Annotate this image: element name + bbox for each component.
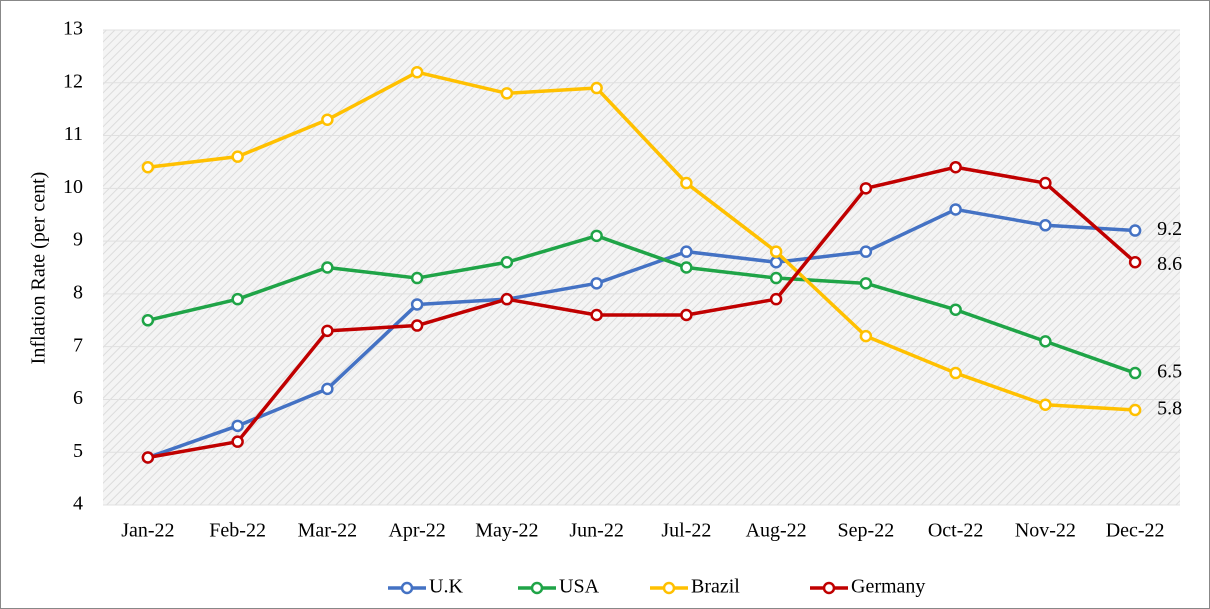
data-label: 8.6 <box>1157 253 1182 275</box>
data-point <box>949 203 962 216</box>
x-tick-label: Apr-22 <box>388 520 445 542</box>
legend-label: Germany <box>851 576 925 598</box>
x-tick-label: Jun-22 <box>569 520 623 542</box>
x-tick-label: Aug-22 <box>746 520 807 542</box>
data-point <box>1039 176 1052 190</box>
data-point <box>410 319 424 332</box>
data-point <box>949 303 962 316</box>
data-point <box>500 292 514 306</box>
series-line <box>147 70 1136 412</box>
series-line <box>147 165 1137 460</box>
data-point <box>769 255 783 269</box>
data-point <box>141 314 155 327</box>
data-point <box>680 261 693 274</box>
legend-marker <box>822 581 836 595</box>
data-point <box>590 308 603 322</box>
data-point <box>321 261 334 274</box>
legend-marker <box>662 581 676 595</box>
data-point <box>769 245 783 258</box>
data-point <box>321 113 334 126</box>
data-label: 9.2 <box>1157 218 1182 240</box>
x-tick-label: Jan-22 <box>121 520 174 542</box>
y-tick-label: 11 <box>64 123 83 145</box>
data-point <box>859 329 873 343</box>
data-point <box>231 292 244 306</box>
data-point <box>141 451 155 464</box>
data-point <box>1128 224 1142 237</box>
data-point <box>590 277 603 290</box>
legend-marker <box>400 581 414 595</box>
legend-label: USA <box>559 576 600 598</box>
data-point <box>590 229 603 243</box>
y-tick-label: 8 <box>73 281 83 303</box>
x-tick-label: Sep-22 <box>838 520 895 542</box>
data-point <box>410 271 424 285</box>
data-point <box>500 255 514 269</box>
y-tick-label: 4 <box>73 493 83 515</box>
y-tick-label: 5 <box>73 440 83 462</box>
data-point <box>410 298 424 311</box>
x-tick-label: Jul-22 <box>661 520 711 542</box>
y-tick-label: 9 <box>73 229 83 251</box>
x-tick-label: Nov-22 <box>1015 520 1076 542</box>
y-tick-label: 6 <box>73 387 83 409</box>
data-point <box>949 366 962 380</box>
data-point <box>231 435 244 448</box>
series-line <box>147 207 1136 460</box>
x-tick-label: May-22 <box>475 520 538 542</box>
legend-label: U.K <box>429 576 463 598</box>
data-point <box>680 245 693 258</box>
data-label: 5.8 <box>1157 398 1182 420</box>
data-label: 6.5 <box>1157 361 1182 383</box>
x-tick-label: Feb-22 <box>209 520 266 542</box>
data-point <box>1039 219 1052 232</box>
data-point <box>231 419 244 433</box>
data-point <box>859 277 873 290</box>
data-point <box>321 382 334 396</box>
data-point <box>859 182 873 195</box>
data-point <box>1128 255 1142 269</box>
data-point <box>680 176 693 190</box>
data-point <box>141 160 155 174</box>
y-axis-label: Inflation Rate (per cent) <box>28 172 50 365</box>
y-tick-label: 7 <box>73 334 83 356</box>
data-point <box>859 245 873 258</box>
y-tick-label: 12 <box>63 70 83 92</box>
data-point <box>769 271 783 285</box>
data-point <box>1128 403 1142 417</box>
data-point <box>321 324 334 338</box>
x-tick-label: Mar-22 <box>298 520 358 542</box>
data-point <box>410 65 424 79</box>
legend-label: Brazil <box>691 576 740 598</box>
data-point <box>231 150 244 163</box>
data-point <box>500 87 514 100</box>
x-tick-label: Dec-22 <box>1106 520 1165 542</box>
data-point <box>590 81 603 95</box>
data-point <box>1039 398 1052 411</box>
series-line <box>147 234 1136 375</box>
legend-marker <box>530 581 544 595</box>
data-point <box>1039 335 1052 348</box>
data-point <box>1128 366 1142 380</box>
y-tick-label: 13 <box>63 18 83 40</box>
x-tick-label: Oct-22 <box>928 520 984 542</box>
y-tick-label: 10 <box>63 176 83 198</box>
data-point <box>949 160 962 174</box>
data-point <box>769 292 783 306</box>
data-point <box>680 308 693 322</box>
